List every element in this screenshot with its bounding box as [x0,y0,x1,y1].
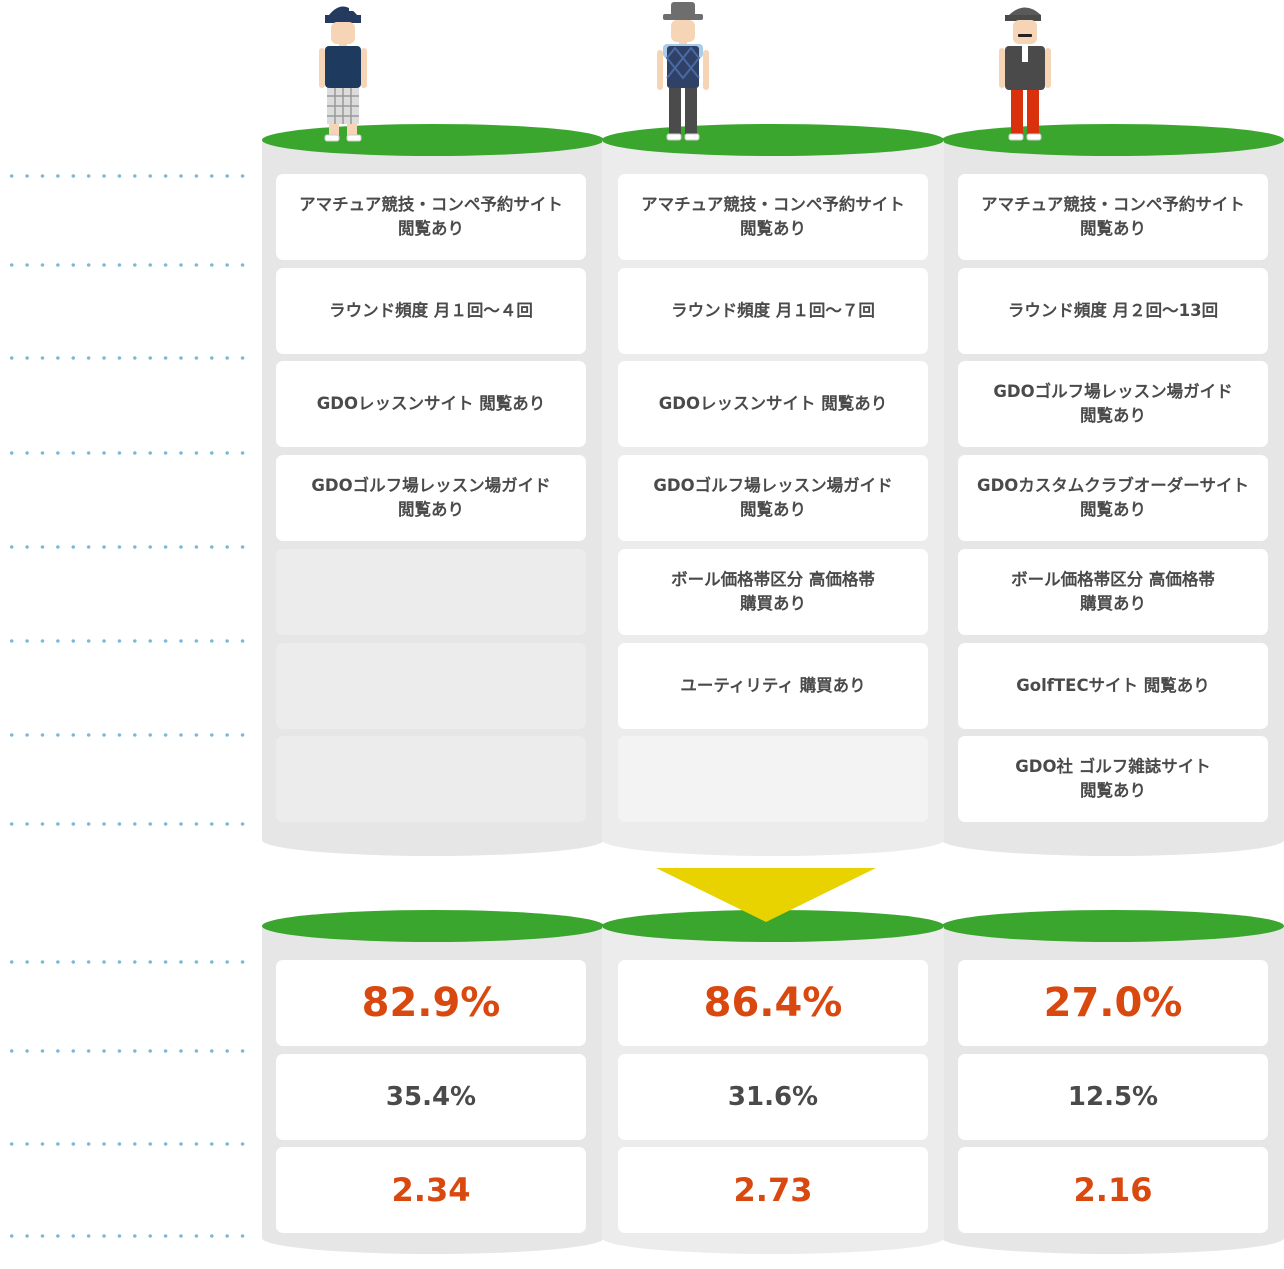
golfer-cap-mustache-red-pants-icon [999,7,1051,141]
metric-value: 2.16 [1073,1171,1153,1209]
attribute-card [276,736,586,822]
guide-line [4,733,250,737]
guide-line [4,960,250,964]
green-top [942,124,1284,156]
metric-card: 2.73 [618,1147,928,1233]
guide-line [4,1234,250,1238]
guide-line [4,1142,250,1146]
metric-value: 31.6% [727,1082,819,1112]
guide-line [4,1049,250,1053]
guide-line [4,263,250,267]
attribute-card: GDOゴルフ場レッスン場ガイド 閲覧あり [276,455,586,541]
green-top [942,910,1284,942]
attribute-card: ボール価格帯区分 高価格帯 購買あり [958,549,1268,635]
metric-value: 82.9% [361,980,501,1026]
metric-card: 12.5% [958,1054,1268,1140]
guide-line [4,639,250,643]
attribute-card: GDOレッスンサイト 閲覧あり [618,361,928,447]
metric-card: 2.16 [958,1147,1268,1233]
attribute-card [276,549,586,635]
metric-card: 82.9% [276,960,586,1046]
metric-card: 27.0% [958,960,1268,1046]
golfer-cap-plaid-pants-icon [319,6,367,142]
attribute-card [276,643,586,729]
guide-line [4,451,250,455]
attribute-card: アマチュア競技・コンペ予約サイト 閲覧あり [276,174,586,260]
metric-value: 2.73 [733,1171,813,1209]
attribute-card: ユーティリティ 購買あり [618,643,928,729]
metric-card: 35.4% [276,1054,586,1140]
attribute-card: アマチュア競技・コンペ予約サイト 閲覧あり [958,174,1268,260]
attribute-card: アマチュア競技・コンペ予約サイト 閲覧あり [618,174,928,260]
metric-value: 27.0% [1043,980,1183,1026]
guide-line [4,356,250,360]
metric-value: 35.4% [385,1082,477,1112]
attribute-card: ボール価格帯区分 高価格帯 購買あり [618,549,928,635]
attribute-card: ラウンド頻度 月１回〜７回 [618,268,928,354]
metric-value: 2.34 [391,1171,471,1209]
attribute-card: GDO社 ゴルフ雑誌サイト 閲覧あり [958,736,1268,822]
green-top [262,124,604,156]
guide-line [4,174,250,178]
down-arrow-icon [656,868,876,922]
metric-value: 86.4% [703,980,843,1026]
attribute-card: GDOカスタムクラブオーダーサイト 閲覧あり [958,455,1268,541]
metric-card: 86.4% [618,960,928,1046]
metric-value: 12.5% [1067,1082,1159,1112]
attribute-card: ラウンド頻度 月１回〜４回 [276,268,586,354]
attribute-card [618,736,928,822]
attribute-card: ラウンド頻度 月２回〜13回 [958,268,1268,354]
golfer-hat-argyle-vest-icon [657,2,709,141]
attribute-card: GolfTECサイト 閲覧あり [958,643,1268,729]
metric-card: 31.6% [618,1054,928,1140]
attribute-card: GDOゴルフ場レッスン場ガイド 閲覧あり [618,455,928,541]
guide-line [4,822,250,826]
green-top [262,910,604,942]
attribute-card: GDOゴルフ場レッスン場ガイド 閲覧あり [958,361,1268,447]
green-top [602,124,944,156]
guide-line [4,545,250,549]
attribute-card: GDOレッスンサイト 閲覧あり [276,361,586,447]
metric-card: 2.34 [276,1147,586,1233]
